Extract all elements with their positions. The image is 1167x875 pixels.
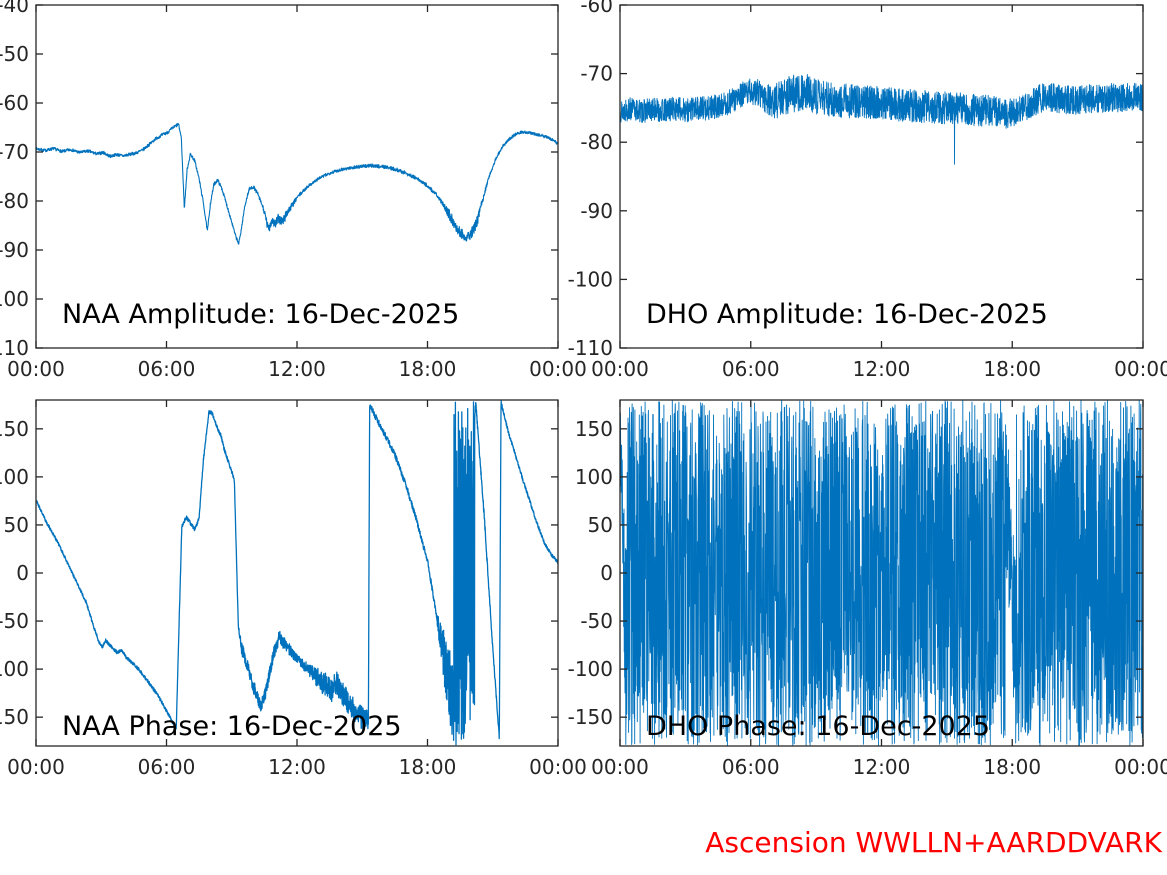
y-tick-label: -40 <box>0 0 29 17</box>
naa-amplitude-axis-box <box>35 4 559 349</box>
x-tick-label: 12:00 <box>853 755 911 779</box>
y-tick-label: -150 <box>568 705 613 729</box>
x-tick-label: 18:00 <box>399 357 457 381</box>
dho-phase-series <box>620 400 1143 746</box>
y-tick-label: -110 <box>568 336 613 360</box>
dho-phase-title: DHO Phase: 16-Dec-2025 <box>646 711 991 742</box>
y-tick-label: -60 <box>0 91 29 115</box>
naa-amplitude-plot: 00:00 06:00 12:00 18:00 00:00 -40 -50 -60 -70 -80… <box>0 0 587 381</box>
naa-amplitude-series <box>36 122 558 245</box>
y-tick-label: -80 <box>0 189 29 213</box>
y-tick-label: 150 <box>575 417 613 441</box>
x-tick-label: 00:00 <box>591 357 649 381</box>
x-tick-label: 18:00 <box>399 755 457 779</box>
y-tick-label: -90 <box>580 199 613 223</box>
naa-phase-plot: 00:00 06:00 12:00 18:00 00:00 150 100 50 0 -50 -10… <box>0 399 587 779</box>
x-tick-label: 00:00 <box>1114 755 1167 779</box>
x-tick-label: 06:00 <box>722 755 780 779</box>
y-tick-label: 100 <box>0 465 29 489</box>
y-tick-label: 100 <box>575 465 613 489</box>
y-tick-label: 50 <box>588 513 613 537</box>
y-tick-label: -80 <box>580 130 613 154</box>
x-tick-label: 00:00 <box>529 755 587 779</box>
y-tick-label: 150 <box>0 417 29 441</box>
y-tick-label: -90 <box>0 238 29 262</box>
x-tick-label: 00:00 <box>7 755 65 779</box>
dho-amplitude-title: DHO Amplitude: 16-Dec-2025 <box>646 299 1048 330</box>
x-tick-label: 00:00 <box>7 357 65 381</box>
dho-amplitude-plot: 00:00 06:00 12:00 18:00 00:00 -60 -70 -80 -90 -10… <box>568 0 1167 381</box>
station-annotation: Ascension WWLLN+AARDDVARK <box>705 826 1162 859</box>
y-tick-label: 0 <box>600 561 613 585</box>
y-tick-label: -70 <box>580 62 613 86</box>
dho-amplitude-axis-box <box>619 4 1144 349</box>
x-tick-label: 12:00 <box>853 357 911 381</box>
y-tick-label: -70 <box>0 140 29 164</box>
y-tick-label: -100 <box>568 267 613 291</box>
y-tick-label: -100 <box>0 287 29 311</box>
y-tick-label: -110 <box>0 336 29 360</box>
naa-phase-title: NAA Phase: 16-Dec-2025 <box>62 711 402 742</box>
naa-phase-series <box>36 400 558 746</box>
y-tick-label: 0 <box>16 561 29 585</box>
x-tick-label: 12:00 <box>268 357 326 381</box>
x-tick-label: 18:00 <box>983 357 1041 381</box>
y-tick-label: -50 <box>0 609 29 633</box>
y-tick-label: 50 <box>4 513 29 537</box>
naa-amplitude-title: NAA Amplitude: 16-Dec-2025 <box>62 299 460 330</box>
y-tick-label: -60 <box>580 0 613 17</box>
y-tick-label: -100 <box>0 657 29 681</box>
x-tick-label: 06:00 <box>138 357 196 381</box>
dho-amplitude-series <box>620 73 1143 165</box>
x-tick-label: 00:00 <box>529 357 587 381</box>
x-tick-label: 00:00 <box>1114 357 1167 381</box>
x-tick-label: 00:00 <box>591 755 649 779</box>
y-tick-label: -50 <box>580 609 613 633</box>
x-tick-label: 06:00 <box>722 357 780 381</box>
x-tick-label: 12:00 <box>268 755 326 779</box>
x-tick-label: 18:00 <box>983 755 1041 779</box>
x-tick-label: 06:00 <box>138 755 196 779</box>
dho-phase-plot: 00:00 06:00 12:00 18:00 00:00 150 100 50 0 -50 -10… <box>568 399 1167 779</box>
y-tick-label: -100 <box>568 657 613 681</box>
y-tick-label: -150 <box>0 705 29 729</box>
y-tick-label: -50 <box>0 42 29 66</box>
